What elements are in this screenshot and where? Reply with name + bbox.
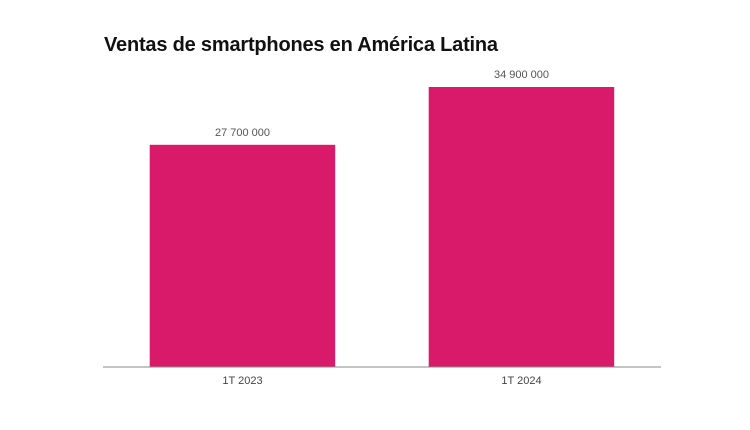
x-tick-labels-group: 1T 2023 1T 2024: [222, 375, 541, 387]
bars-group: [149, 87, 615, 367]
data-labels-group: 27 700 000 34 900 000: [215, 69, 549, 139]
x-tick-label: 1T 2023: [222, 375, 262, 387]
bar-1t-2024: [428, 87, 615, 367]
data-label: 27 700 000: [215, 127, 270, 139]
chart-title: Ventas de smartphones en América Latina: [104, 34, 498, 56]
bar-1t-2023: [149, 144, 336, 367]
x-tick-label: 1T 2024: [501, 375, 541, 387]
data-label: 34 900 000: [494, 69, 549, 81]
